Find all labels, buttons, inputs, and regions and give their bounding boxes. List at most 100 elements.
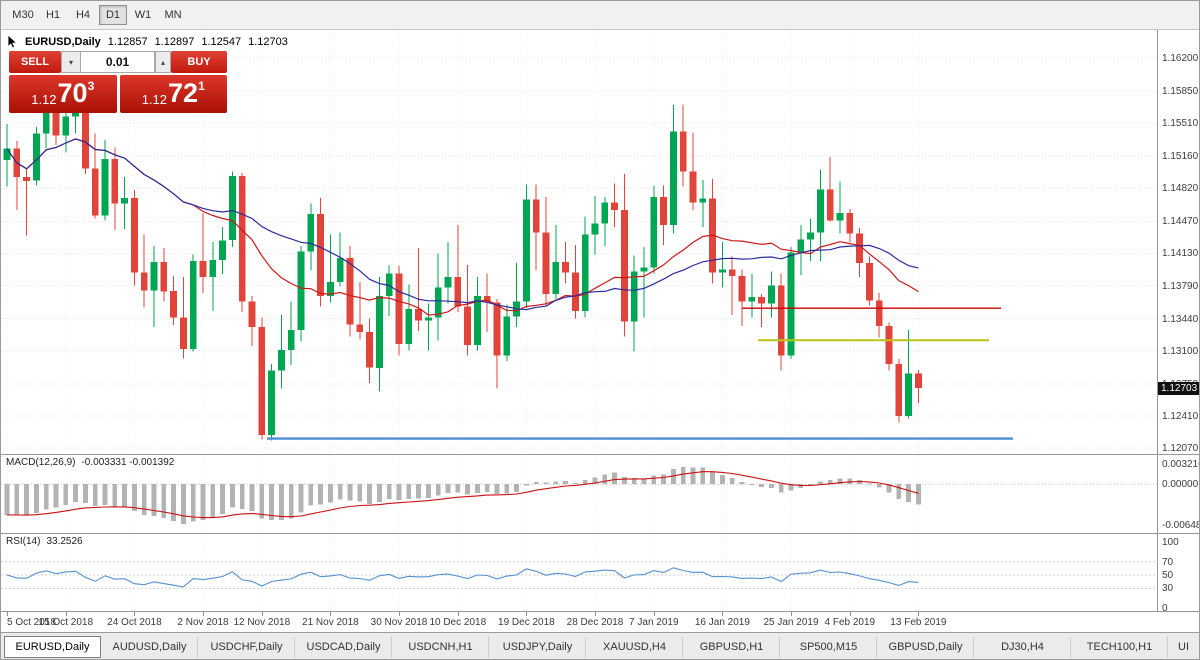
sell-price-main: 70 (57, 78, 88, 108)
time-axis-tick (134, 612, 136, 616)
macd-axis-label: -0.006485 (1162, 520, 1199, 531)
macd-histogram (4, 467, 921, 525)
rsi-axis-label: 70 (1162, 557, 1174, 568)
price-axis-label: 1.15160 (1162, 151, 1199, 162)
buy-price-prefix: 1.12 (141, 92, 168, 107)
rsi-panel: 100 70 50 30 0 RSI(14) 33.2526 (1, 533, 1199, 614)
timeframe-m30-button[interactable]: M30 (9, 5, 37, 25)
date-axis-label: 13 Feb 2019 (890, 617, 947, 628)
time-axis-tick (203, 612, 204, 616)
ohlc-open: 1.12857 (107, 35, 148, 48)
ma-slow-blue-line (6, 138, 919, 311)
date-axis-label: 10 Dec 2018 (429, 617, 487, 628)
timeframe-w1-button[interactable]: W1 (129, 5, 157, 25)
macd-axis-label: 0.00000 (1162, 479, 1199, 490)
time-axis-tick (457, 612, 459, 616)
rsi-plot[interactable] (1, 534, 1158, 611)
tab-usdcnh-h1[interactable]: USDCNH,H1 (392, 636, 489, 658)
macd-signal-line (6, 471, 919, 519)
time-axis-tick (595, 612, 596, 616)
sell-price-prefix: 1.12 (31, 92, 57, 107)
macd-axis-label: 0.003216 (1162, 459, 1200, 470)
tab-usdjpy-daily[interactable]: USDJPY,Daily (489, 636, 586, 658)
time-axis-tick (791, 612, 792, 616)
ohlc-low: 1.12547 (201, 35, 242, 48)
price-axis: 1.16200 1.15850 1.15510 1.15160 1.14820 1.144… (1157, 30, 1199, 454)
tab-ui[interactable]: UI (1168, 636, 1199, 658)
macd-label: MACD(12,26,9) -0.003331 -0.001392 (6, 457, 175, 468)
chart-title: EURUSD,Daily 1.12857 1.12897 1.12547 1.1… (7, 34, 288, 49)
date-axis-label: 16 Jan 2019 (694, 617, 750, 628)
time-axis-tick (399, 612, 400, 616)
macd-axis: 0.003216 0.00000 -0.006485 (1157, 455, 1199, 533)
sell-price-button[interactable]: 1.12 70 3 (9, 75, 117, 113)
rsi-label: RSI(14) 33.2526 (6, 536, 83, 547)
time-axis-tick (65, 612, 67, 616)
time-axis-tick (261, 612, 263, 616)
time-axis-tick (7, 612, 8, 616)
date-axis-label: 7 Jan 2019 (629, 617, 679, 628)
sell-button[interactable]: SELL (9, 51, 61, 73)
tab-gbpusd-daily[interactable]: GBPUSD,Daily (877, 636, 974, 658)
candlestick-series (3, 100, 922, 441)
time-axis-tick (526, 612, 528, 616)
price-axis-label: 1.14470 (1162, 216, 1199, 227)
tab-gbpusd-h1[interactable]: GBPUSD,H1 (683, 636, 780, 658)
candlestick-chart[interactable] (1, 30, 1158, 454)
date-axis-label: 15 Oct 2018 (38, 617, 94, 628)
time-axis-tick (330, 612, 332, 616)
time-axis-tick (722, 612, 724, 616)
tab-eurusd-daily[interactable]: EURUSD,Daily (4, 636, 101, 658)
time-axis-tick (653, 612, 655, 616)
tab-tech100-h1[interactable]: TECH100,H1 (1071, 636, 1168, 658)
lot-down-button[interactable]: ▾ (61, 51, 81, 73)
price-axis-label: 1.12070 (1162, 443, 1199, 454)
ohlc-close: 1.12703 (248, 35, 288, 48)
timeframe-d1-button[interactable]: D1 (99, 5, 127, 25)
date-axis-label: 12 Nov 2018 (233, 617, 291, 628)
date-axis-label: 19 Dec 2018 (498, 617, 555, 628)
price-axis-label: 1.15510 (1162, 118, 1199, 129)
timeframe-toolbar: M30 H1 H4 D1 W1 MN (1, 1, 1199, 30)
date-axis-label: 4 Feb 2019 (824, 617, 876, 628)
price-axis-label: 1.13790 (1162, 281, 1199, 292)
mouse-cursor-icon (7, 34, 18, 49)
ohlc-high: 1.12897 (154, 35, 195, 48)
timeframe-h4-button[interactable]: H4 (69, 5, 97, 25)
price-axis-label: 1.16200 (1162, 53, 1199, 64)
buy-price-main: 72 (168, 78, 199, 108)
macd-panel: 0.003216 0.00000 -0.006485 MACD(12,26,9)-0… (1, 454, 1199, 533)
buy-price-button[interactable]: 1.12 72 1 (119, 75, 227, 113)
macd-plot[interactable] (1, 455, 1158, 533)
date-axis-label: 5 Oct 2018 (7, 617, 56, 628)
symbol-period-label: EURUSD,Daily (25, 35, 101, 48)
tab-xauusd-h4[interactable]: XAUUSD,H4 (586, 636, 683, 658)
rsi-axis-label: 50 (1162, 570, 1174, 581)
price-axis-label: 1.15850 (1162, 86, 1199, 97)
current-price-tag: 1.12703 (1158, 382, 1199, 395)
date-axis-label: 2 Nov 2018 (177, 617, 229, 628)
tab-sp500-m15[interactable]: SP500,M15 (780, 636, 877, 658)
date-axis-label: 30 Nov 2018 (370, 617, 428, 628)
buy-price-sup: 1 (198, 79, 205, 93)
tab-usdchf-daily[interactable]: USDCHF,Daily (198, 636, 295, 658)
lot-up-button[interactable]: ▴ (155, 51, 171, 73)
date-axis-label: 25 Jan 2019 (763, 617, 819, 628)
chart-tabs-bar: EURUSD,Daily AUDUSD,Daily USDCHF,Daily USDC… (1, 632, 1199, 659)
price-axis-label: 1.13440 (1162, 314, 1199, 325)
tab-usdcad-daily[interactable]: USDCAD,Daily (295, 636, 392, 658)
tab-audusd-daily[interactable]: AUDUSD,Daily (101, 636, 198, 658)
price-axis-label: 1.12410 (1162, 411, 1199, 422)
rsi-line (6, 567, 919, 588)
buy-button[interactable]: BUY (171, 51, 227, 73)
lot-size-input[interactable] (81, 51, 155, 73)
tab-dj30-h4[interactable]: DJ30,H4 (974, 636, 1071, 658)
price-chart-panel: 1.16200 1.15850 1.15510 1.15160 1.14820 1.144… (1, 30, 1199, 454)
time-axis-tick (918, 612, 920, 616)
timeframe-mn-button[interactable]: MN (159, 5, 187, 25)
timeframe-h1-button[interactable]: H1 (39, 5, 67, 25)
sell-price-sup: 3 (87, 79, 95, 93)
rsi-axis: 100 70 50 30 0 (1157, 534, 1199, 614)
